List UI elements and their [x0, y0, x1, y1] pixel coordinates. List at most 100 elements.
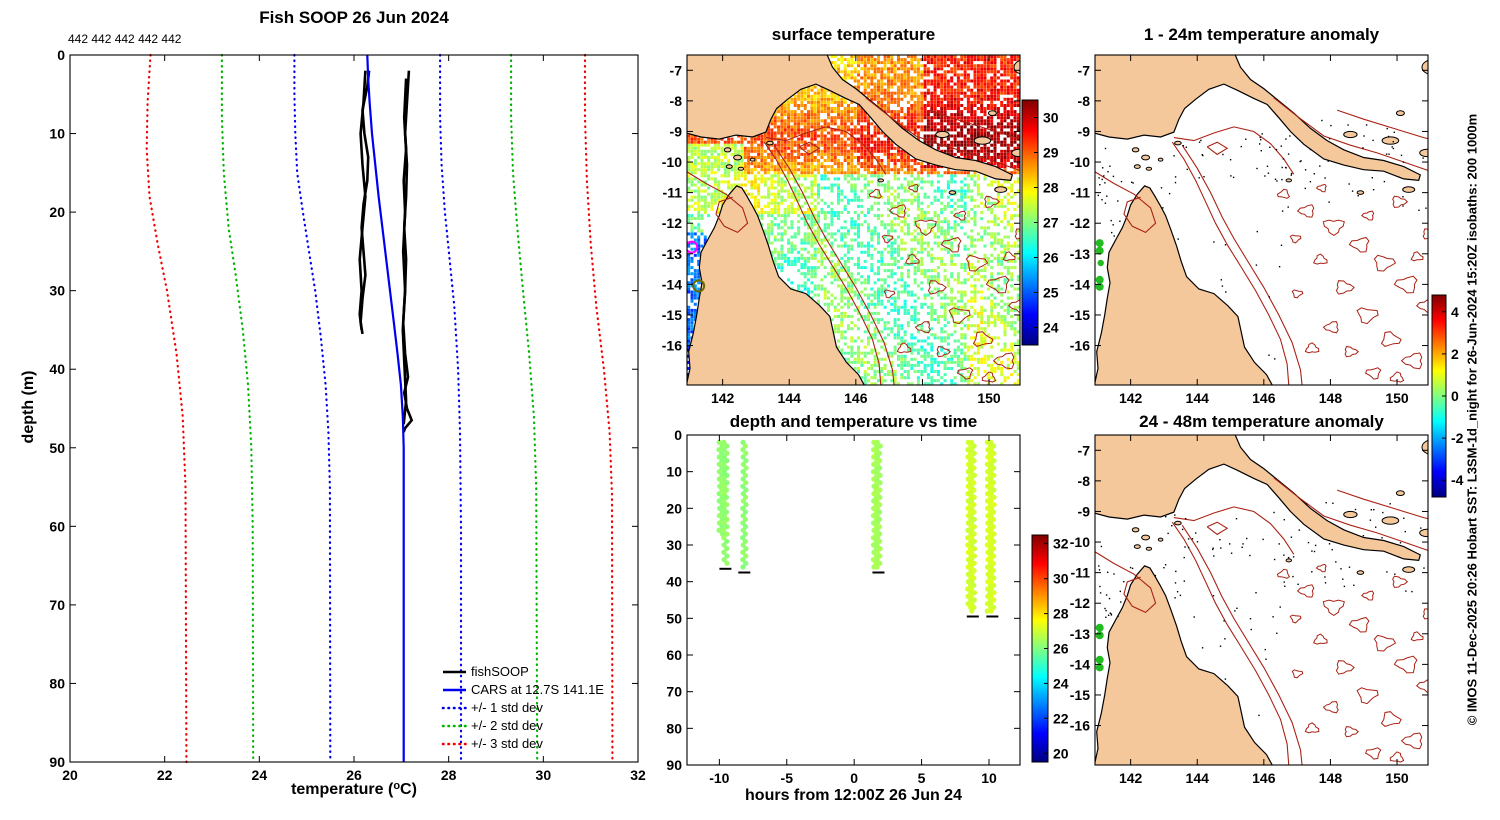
axes-frame: [69, 54, 639, 763]
x-tick-label: 32: [630, 767, 646, 783]
y-tick-label: 70: [666, 684, 682, 700]
island: [1145, 546, 1153, 551]
reef-contour: [1422, 228, 1428, 240]
isobath-contour: [1206, 141, 1229, 156]
x-tick-label: 150: [1385, 390, 1409, 406]
y-tick-label: 30: [666, 537, 682, 553]
colorbar-tick-label: 22: [1053, 710, 1069, 726]
reef-contour: [965, 254, 989, 272]
colorbar-tick-label: 24: [1043, 320, 1059, 336]
y-tick-label: 30: [49, 283, 65, 299]
reef-contour: [1427, 641, 1428, 644]
y-tick-label: -14: [1070, 656, 1090, 672]
x-tick-label: 0: [850, 770, 858, 786]
y-tick-label: -11: [1071, 185, 1091, 201]
colorbar-tick-label: 30: [1043, 110, 1059, 126]
reef-contour: [972, 331, 994, 347]
isobath-contour: [765, 126, 887, 175]
a1-axes: 142 144 146 148 150 -7 -8 -9 -10 -11 -12 -13 -14 -15 -…: [1070, 54, 1429, 406]
reef-contour: [1410, 251, 1424, 262]
y-tick-label: -14: [1070, 276, 1090, 292]
colorbar-tick-label: -2: [1451, 430, 1464, 446]
cast-location-circle: [692, 279, 706, 293]
island: [1435, 125, 1445, 131]
reef-contour: [1373, 634, 1397, 652]
island: [987, 110, 997, 116]
x-tick-label: 22: [157, 767, 173, 783]
colorbar-tick-label: 28: [1043, 180, 1059, 196]
colorbar-tick-label: 30: [1053, 571, 1069, 587]
island: [749, 157, 756, 162]
y-tick-label: -8: [1078, 473, 1091, 489]
series-minus1std: [293, 53, 332, 764]
tz-colorbar: 20 22 24 26 28 30 32: [1031, 534, 1069, 763]
reef-contour: [1313, 633, 1328, 645]
series-plus2std: [510, 53, 539, 764]
reef-contour: [1389, 751, 1405, 763]
reef-contour: [1434, 599, 1445, 607]
x-tick-label: 148: [1319, 770, 1343, 786]
isobath-contour: [798, 141, 821, 156]
sst-axes: 142 144 146 148 150 -7 -8 -9 -10 -11 -12 -13 -14 -15 -…: [662, 54, 1021, 406]
reef-contour: [896, 342, 912, 354]
island: [935, 130, 950, 139]
y-tick-label: 0: [674, 427, 682, 443]
colorbar-tick-label: 32: [1053, 536, 1069, 552]
y-tick-label: 80: [666, 720, 682, 736]
series-CARS: [366, 54, 405, 762]
profile-ylabel: depth (m): [20, 370, 37, 444]
island: [725, 164, 733, 169]
island: [948, 190, 957, 195]
x-tick-label: 5: [918, 770, 926, 786]
y-tick-label: 40: [49, 361, 65, 377]
profile-location-marker: [1097, 259, 1104, 267]
isobath-contour: [1171, 521, 1290, 765]
legend-label: +/- 3 std dev: [471, 736, 543, 751]
y-tick-label: 60: [666, 647, 682, 663]
reef-contour: [1276, 568, 1291, 579]
x-tick-label: -5: [781, 770, 794, 786]
sst-map-layers: [687, 55, 1020, 385]
profile-location-marker: [1095, 275, 1104, 284]
y-tick-label: -16: [1070, 338, 1090, 354]
isobath-contour: [1181, 524, 1303, 765]
legend-label: +/- 1 std dev: [471, 700, 543, 715]
reef-contour: [1380, 331, 1402, 347]
sst-map-title: surface temperature: [771, 25, 936, 44]
reef-contour: [1296, 204, 1315, 218]
reef-contour: [1322, 701, 1339, 714]
series-fishSOOP-d: [401, 78, 408, 425]
y-tick-label: -8: [1078, 93, 1091, 109]
reef-contour: [984, 195, 1001, 208]
y-tick-label: 20: [666, 500, 682, 516]
x-tick-label: 20: [62, 767, 78, 783]
reef-contour: [1322, 219, 1345, 237]
reef-contour: [1291, 669, 1304, 679]
island: [1395, 110, 1405, 116]
reef-contour: [1410, 631, 1424, 642]
y-tick-label: -10: [1070, 534, 1090, 550]
reef-contour: [1348, 236, 1370, 253]
sst-colorbar: 24 25 26 27 28 29 30: [1021, 99, 1059, 346]
reef-contour: [914, 321, 931, 334]
island: [723, 147, 732, 153]
legend-label: +/- 2 std dev: [471, 718, 543, 733]
reef-contour: [1322, 599, 1345, 617]
profile-location-marker: [1095, 631, 1104, 640]
reef-contour: [1427, 261, 1428, 264]
reef-contour: [1007, 299, 1020, 313]
axes-frame: [686, 434, 1021, 766]
reef-contour: [1344, 346, 1359, 358]
reef-contour: [1315, 563, 1327, 573]
x-tick-label: 10: [981, 770, 997, 786]
reef-contour: [883, 289, 896, 299]
isobath-contour: [1173, 506, 1295, 555]
a2-axes: 142 144 146 148 150 -7 -8 -9 -10 -11 -12 -13 -14 -15 -…: [1070, 434, 1429, 786]
y-tick-label: 10: [49, 126, 65, 142]
anomaly-24-48-title: 24 - 48m temperature anomaly: [1139, 412, 1384, 431]
island: [1356, 190, 1365, 195]
island: [733, 154, 743, 161]
island: [1419, 528, 1428, 538]
cast-location-circle: [687, 240, 699, 254]
